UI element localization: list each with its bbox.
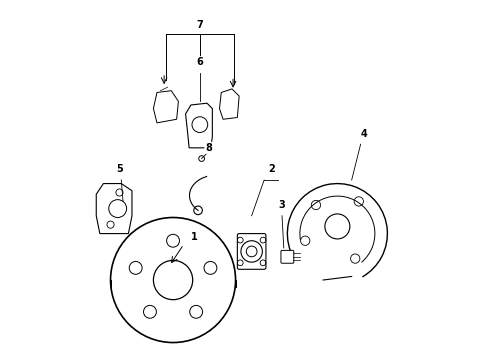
Text: 1: 1 [191, 232, 198, 242]
Text: 7: 7 [196, 19, 203, 30]
Text: 5: 5 [116, 164, 122, 174]
Text: 3: 3 [278, 200, 285, 210]
Polygon shape [96, 184, 132, 234]
FancyBboxPatch shape [281, 250, 293, 263]
Text: 8: 8 [205, 143, 212, 153]
Text: 6: 6 [196, 57, 203, 67]
Circle shape [198, 156, 204, 161]
Text: 2: 2 [267, 164, 274, 174]
Text: 4: 4 [360, 129, 367, 139]
FancyBboxPatch shape [237, 234, 265, 269]
Polygon shape [153, 91, 178, 123]
Polygon shape [219, 89, 239, 119]
Polygon shape [185, 103, 212, 148]
